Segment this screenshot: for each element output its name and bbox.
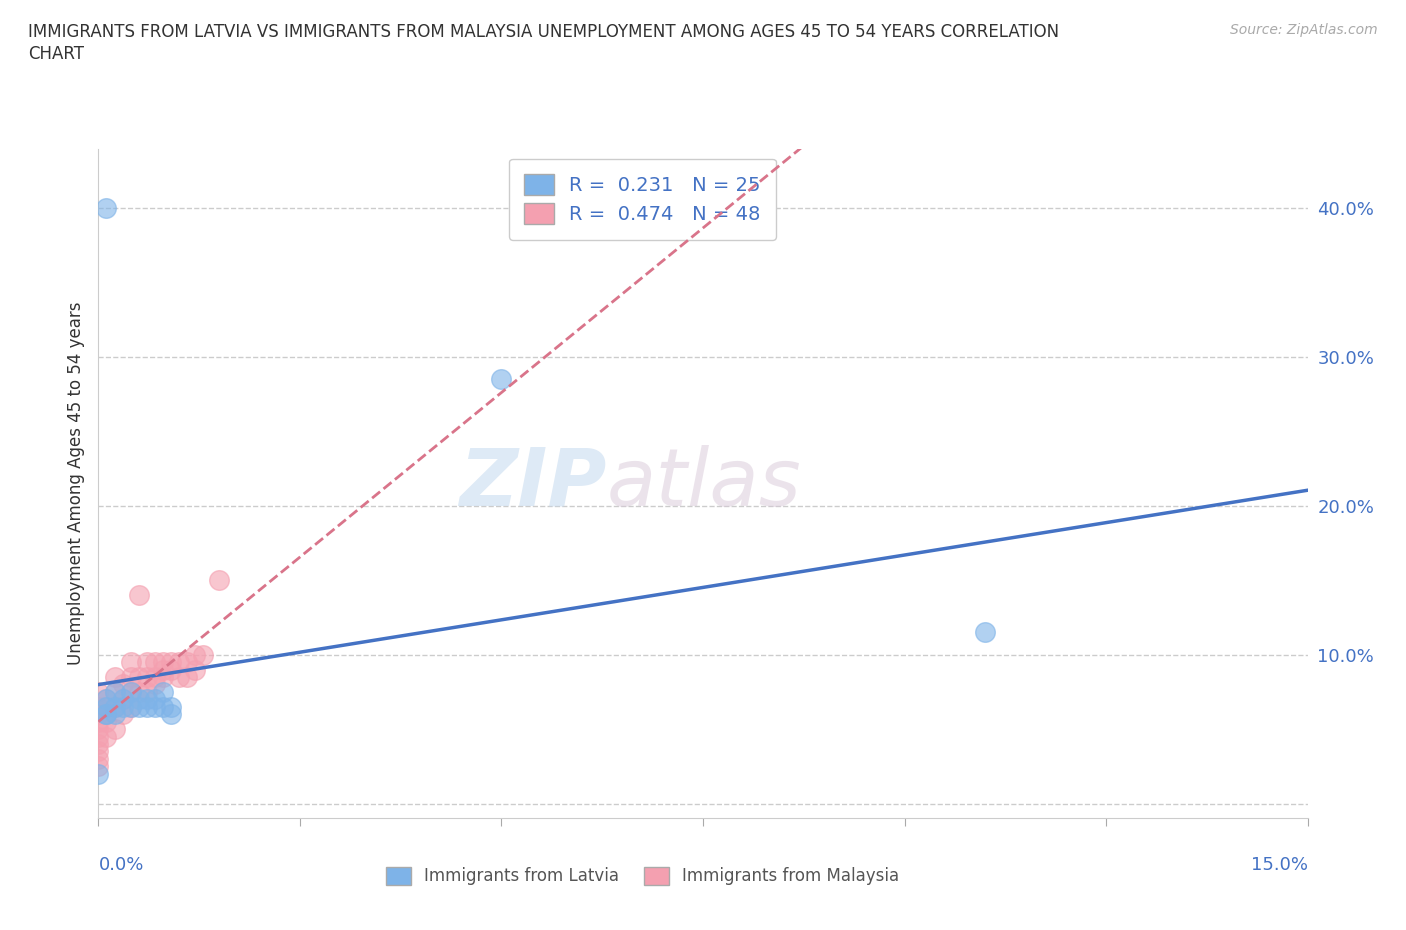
Point [103, 670, 125, 684]
Y-axis label: Unemployment Among Ages 45 to 54 years: Unemployment Among Ages 45 to 54 years [66, 302, 84, 665]
Point [160, 707, 183, 722]
Point [96, 714, 118, 729]
Point [87, 707, 110, 722]
Point [120, 684, 142, 699]
Point [152, 662, 174, 677]
Point [120, 699, 142, 714]
Point [152, 684, 174, 699]
Point [135, 655, 157, 670]
Point [193, 647, 215, 662]
Point [152, 655, 174, 670]
Point [128, 684, 150, 699]
Point [111, 707, 134, 722]
Point [103, 684, 125, 699]
Point [96, 707, 118, 722]
Point [152, 699, 174, 714]
Point [87, 744, 110, 759]
Text: Source: ZipAtlas.com: Source: ZipAtlas.com [1230, 23, 1378, 37]
Text: 15.0%: 15.0% [1250, 856, 1308, 873]
Point [87, 766, 110, 781]
Point [120, 670, 142, 684]
Legend: Immigrants from Latvia, Immigrants from Malaysia: Immigrants from Latvia, Immigrants from … [374, 855, 911, 897]
Point [96, 699, 118, 714]
Point [491, 372, 513, 387]
Point [143, 692, 166, 707]
Point [87, 699, 110, 714]
Point [87, 751, 110, 766]
Point [120, 699, 142, 714]
Point [120, 655, 142, 670]
Point [143, 655, 166, 670]
Point [103, 707, 125, 722]
Text: 0.0%: 0.0% [98, 856, 143, 873]
Point [974, 625, 997, 640]
Point [103, 699, 125, 714]
Point [87, 684, 110, 699]
Text: CHART: CHART [28, 45, 84, 62]
Point [87, 714, 110, 729]
Point [143, 677, 166, 692]
Point [103, 699, 125, 714]
Point [152, 670, 174, 684]
Point [87, 737, 110, 751]
Point [160, 699, 183, 714]
Point [96, 201, 118, 216]
Point [184, 662, 207, 677]
Point [96, 729, 118, 744]
Point [208, 573, 231, 588]
Point [167, 655, 190, 670]
Point [167, 670, 190, 684]
Point [111, 699, 134, 714]
Point [120, 684, 142, 699]
Point [176, 655, 198, 670]
Point [96, 707, 118, 722]
Point [96, 699, 118, 714]
Point [143, 699, 166, 714]
Point [103, 722, 125, 737]
Point [128, 588, 150, 603]
Point [96, 707, 118, 722]
Point [96, 692, 118, 707]
Text: atlas: atlas [606, 445, 801, 523]
Point [103, 684, 125, 699]
Point [176, 670, 198, 684]
Point [87, 759, 110, 774]
Point [135, 692, 157, 707]
Point [111, 692, 134, 707]
Point [111, 692, 134, 707]
Point [135, 684, 157, 699]
Text: ZIP: ZIP [458, 445, 606, 523]
Point [160, 662, 183, 677]
Point [128, 699, 150, 714]
Point [143, 670, 166, 684]
Point [111, 677, 134, 692]
Point [128, 692, 150, 707]
Point [160, 655, 183, 670]
Point [87, 722, 110, 737]
Text: IMMIGRANTS FROM LATVIA VS IMMIGRANTS FROM MALAYSIA UNEMPLOYMENT AMONG AGES 45 TO: IMMIGRANTS FROM LATVIA VS IMMIGRANTS FRO… [28, 23, 1059, 41]
Point [87, 729, 110, 744]
Point [96, 692, 118, 707]
Point [128, 670, 150, 684]
Point [135, 670, 157, 684]
Point [135, 699, 157, 714]
Point [184, 647, 207, 662]
